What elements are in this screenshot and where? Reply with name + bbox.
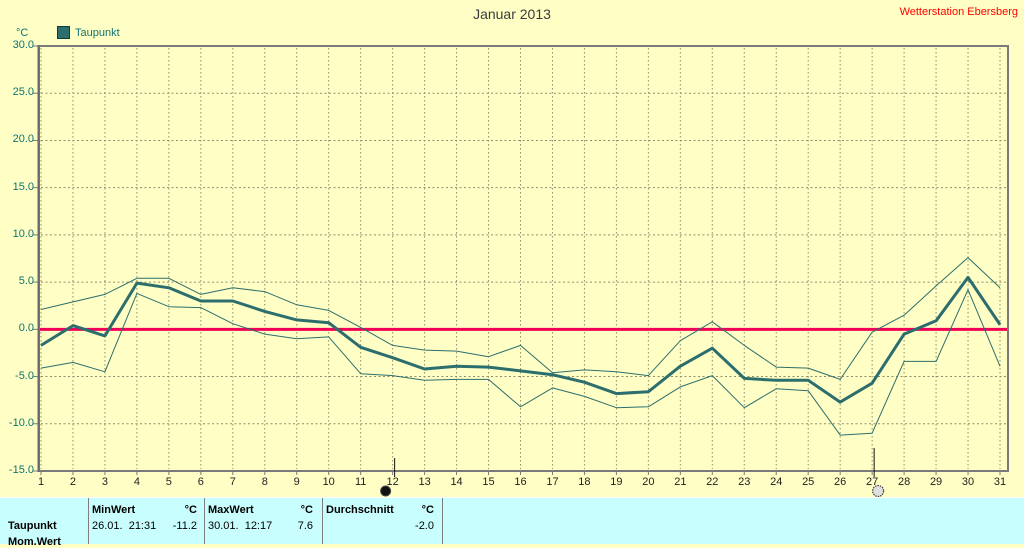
x-tick-label: 21 bbox=[674, 476, 687, 488]
new-moon-icon bbox=[380, 485, 392, 497]
durchschnitt-value: -2.0 bbox=[415, 520, 434, 532]
x-tick-label: 18 bbox=[578, 476, 591, 488]
y-axis-unit: °C bbox=[16, 27, 29, 39]
durchschnitt-header: Durchschnitt bbox=[326, 504, 394, 516]
x-tick-label: 17 bbox=[546, 476, 559, 488]
page-title: Januar 2013 bbox=[473, 6, 551, 22]
table-separator bbox=[442, 498, 443, 544]
x-tick-label: 6 bbox=[197, 476, 204, 488]
maxwert-value: 7.6 bbox=[297, 520, 313, 532]
series-line-max bbox=[40, 257, 1001, 380]
x-tick-label: 28 bbox=[897, 476, 911, 488]
minwert-value: -11.2 bbox=[172, 520, 197, 532]
x-tick-label: 1 bbox=[37, 476, 45, 488]
x-tick-label: 29 bbox=[929, 476, 943, 488]
x-tick-label: 24 bbox=[770, 476, 783, 488]
y-tick-label: 5.0 bbox=[18, 275, 34, 288]
sensor-label: Taupunkt bbox=[8, 520, 57, 532]
x-tick-label: 25 bbox=[802, 476, 815, 488]
legend-label: Taupunkt bbox=[75, 26, 120, 39]
x-tick-label: 3 bbox=[101, 476, 108, 488]
x-tick-label: 12 bbox=[386, 476, 399, 488]
x-tick-label: 19 bbox=[610, 476, 623, 488]
y-tick-label: 30.0 bbox=[12, 39, 34, 51]
table-separator bbox=[88, 498, 89, 544]
x-tick-label: 27 bbox=[866, 476, 879, 488]
y-tick-label: 25.0 bbox=[12, 86, 34, 99]
y-tick-label: 15.0 bbox=[12, 180, 34, 193]
minwert-unit: °C bbox=[184, 504, 197, 516]
x-tick-label: 22 bbox=[706, 476, 719, 488]
maxwert-unit: °C bbox=[300, 504, 313, 516]
x-tick-label: 8 bbox=[261, 476, 268, 488]
maxwert-datetime: 30.01. 12:17 bbox=[208, 520, 273, 532]
maxwert-header: MaxWert bbox=[208, 504, 254, 516]
x-tick-label: 15 bbox=[482, 476, 495, 488]
y-tick-label: -15.0 bbox=[8, 464, 34, 476]
x-tick-label: 7 bbox=[229, 476, 236, 488]
x-tick-label: 23 bbox=[738, 476, 751, 488]
plot-border bbox=[38, 45, 1009, 472]
x-tick-label: 30 bbox=[961, 476, 975, 488]
x-tick-label: 2 bbox=[69, 476, 77, 488]
x-tick-label: 4 bbox=[133, 476, 140, 488]
y-tick-label: 20.0 bbox=[12, 133, 34, 146]
cutoff-row-label: Mom.Wert bbox=[8, 536, 61, 548]
y-tick-label: 0.0 bbox=[18, 322, 34, 335]
table-separator bbox=[322, 498, 323, 544]
x-tick-label: 10 bbox=[322, 476, 335, 488]
station-name: Wetterstation Ebersberg bbox=[899, 6, 1018, 18]
stats-table: MinWert °C MaxWert °C Durchschnitt °C Ta… bbox=[0, 497, 1024, 548]
legend-swatch-icon bbox=[57, 26, 70, 40]
y-tick-label: -10.0 bbox=[8, 416, 34, 429]
plot-area[interactable] bbox=[32, 45, 1010, 500]
x-tick-label: 11 bbox=[354, 476, 367, 488]
x-tick-label: 5 bbox=[165, 476, 172, 488]
series-line-min bbox=[40, 289, 1001, 436]
x-tick-label: 16 bbox=[514, 476, 527, 488]
minwert-header: MinWert bbox=[92, 504, 136, 516]
table-separator bbox=[204, 498, 205, 544]
x-tick-label: 9 bbox=[293, 476, 300, 488]
x-tick-label: 13 bbox=[418, 476, 431, 488]
y-tick-label: 10.0 bbox=[12, 227, 34, 240]
x-tick-label: 14 bbox=[450, 476, 463, 488]
x-tick-label: 26 bbox=[834, 476, 847, 488]
minwert-datetime: 26.01. 21:31 bbox=[92, 520, 157, 532]
legend: Taupunkt bbox=[57, 24, 120, 40]
x-tick-label: 31 bbox=[993, 476, 1007, 488]
series-line-mean bbox=[40, 275, 1002, 404]
y-tick-label: -5.0 bbox=[15, 369, 34, 382]
durchschnitt-unit: °C bbox=[421, 504, 434, 516]
full-moon-icon bbox=[872, 484, 885, 498]
x-tick-label: 20 bbox=[642, 476, 655, 488]
